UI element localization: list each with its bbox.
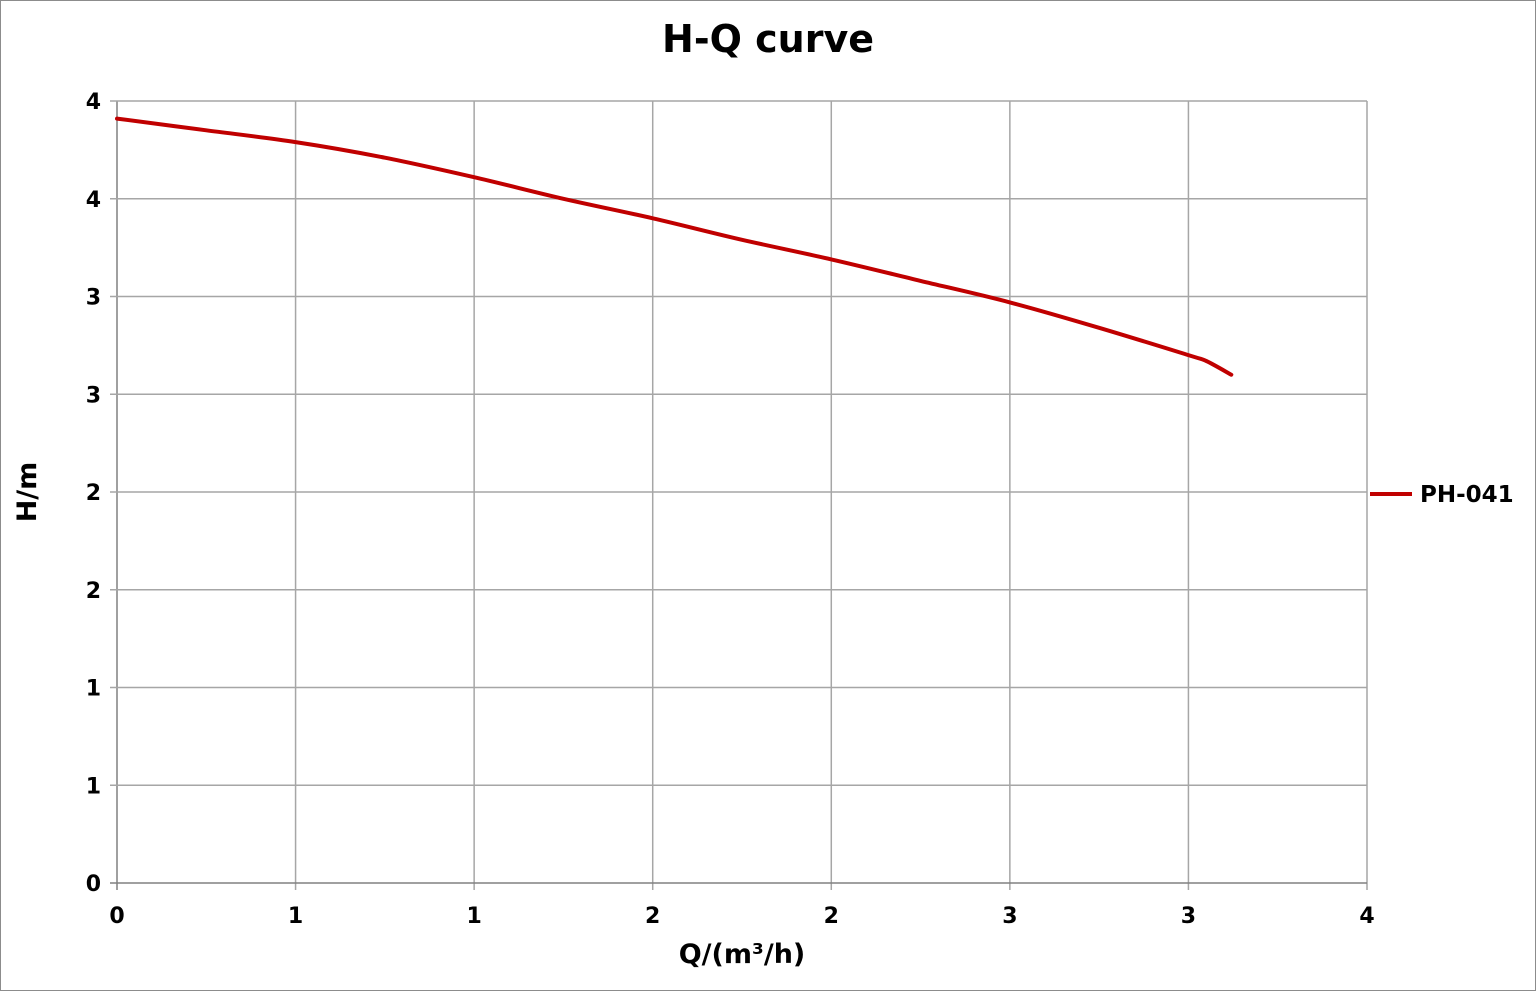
y-tick-label-2: 1 (86, 677, 101, 702)
legend-label-0: PH-041 (1420, 482, 1514, 508)
series-line-0 (115, 116, 1234, 377)
x-tick-label-0: 0 (109, 904, 124, 929)
x-tick-label-3: 2 (645, 904, 660, 929)
x-axis-label: Q/(m³/h) (679, 939, 806, 970)
x-tick-label-4: 2 (824, 904, 839, 929)
chart-title: H-Q curve (662, 17, 874, 61)
legend: PH-041 (1370, 482, 1514, 508)
y-tick-label-1: 1 (86, 774, 101, 799)
x-tick-label-5: 3 (1002, 904, 1017, 929)
grid (110, 100, 1368, 890)
x-tick-label-7: 4 (1359, 904, 1374, 929)
y-tick-label-8: 4 (86, 90, 101, 115)
series-lines (115, 116, 1234, 377)
x-tick-label-1: 1 (288, 904, 303, 929)
y-axis-label: H/m (12, 462, 43, 523)
x-tick-label-2: 1 (466, 904, 481, 929)
y-tick-label-3: 2 (86, 579, 101, 604)
tick-labels: 0 1 1 2 2 3 3 4 0 1 1 2 2 3 3 4 4 (86, 90, 1375, 929)
y-tick-label-7: 4 (86, 188, 101, 213)
y-tick-label-4: 2 (86, 481, 101, 506)
x-tick-label-6: 3 (1181, 904, 1196, 929)
y-tick-label-5: 3 (86, 383, 101, 408)
y-tick-label-6: 3 (86, 286, 101, 311)
y-tick-label-0: 0 (86, 872, 101, 897)
